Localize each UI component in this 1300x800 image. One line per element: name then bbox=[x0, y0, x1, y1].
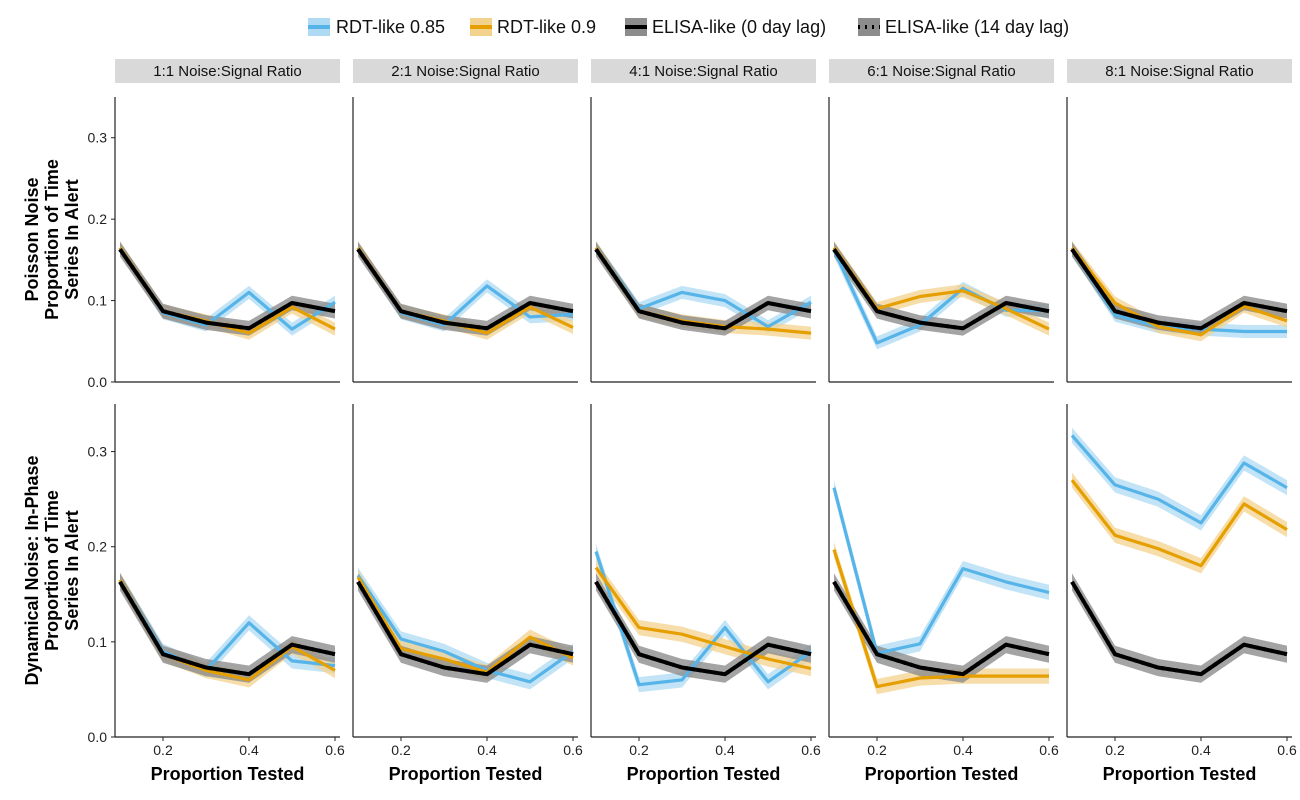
x-tick-label: 0.6 bbox=[325, 742, 345, 758]
x-axis-label: Proportion Tested bbox=[1103, 764, 1257, 784]
series-line bbox=[1070, 580, 1288, 677]
x-tick-label: 0.2 bbox=[1105, 742, 1125, 758]
row-label-line: Series In Alert bbox=[62, 510, 82, 630]
row-label-line: Poisson Noise bbox=[22, 177, 42, 301]
series-line bbox=[832, 487, 1050, 655]
series-line bbox=[1070, 479, 1288, 568]
panel: 0.2 0.4 0.6 Proportion Tested bbox=[590, 404, 821, 784]
x-tick-label: 0.2 bbox=[629, 742, 649, 758]
legend-key-ribbon bbox=[858, 18, 880, 36]
y-tick-label: 0.1 bbox=[88, 293, 108, 309]
panel bbox=[352, 97, 578, 383]
series-line bbox=[1070, 434, 1288, 525]
panel: 0.0 0.1 0.2 0.3 0.2 0.4 0.6 Proportion Tested bbox=[88, 404, 345, 784]
facet-strip: 2:1 Noise:Signal Ratio bbox=[353, 59, 578, 83]
series-line bbox=[356, 574, 574, 684]
x-tick-label: 0.4 bbox=[477, 742, 497, 758]
facet-strip: 4:1 Noise:Signal Ratio bbox=[591, 59, 816, 83]
series-line bbox=[832, 580, 1050, 677]
strip-label: 8:1 Noise:Signal Ratio bbox=[1105, 63, 1253, 80]
strip-background bbox=[353, 59, 578, 83]
x-axis-label: Proportion Tested bbox=[865, 764, 1019, 784]
row-label-line: Proportion of Time bbox=[42, 159, 62, 320]
series-line bbox=[1070, 246, 1288, 337]
series-line bbox=[832, 249, 1049, 345]
strip-background bbox=[829, 59, 1054, 83]
x-tick-label: 0.6 bbox=[1039, 742, 1059, 758]
y-tick-label: 0.0 bbox=[88, 374, 108, 390]
legend: RDT-like 0.85 RDT-like 0.9 ELISA-like (0 d… bbox=[308, 17, 1069, 37]
row-label: Poisson Noise Proportion of Time Series In… bbox=[22, 159, 82, 320]
row-label-line: Proportion of Time bbox=[42, 490, 62, 651]
series-line bbox=[832, 549, 1049, 689]
panel: 0.2 0.4 0.6 Proportion Tested bbox=[828, 404, 1059, 784]
strip-label: 1:1 Noise:Signal Ratio bbox=[153, 63, 301, 80]
y-tick-label: 0.3 bbox=[88, 444, 108, 460]
facet-strip: 6:1 Noise:Signal Ratio bbox=[829, 59, 1054, 83]
x-tick-label: 0.6 bbox=[801, 742, 821, 758]
y-tick-label: 0.3 bbox=[88, 130, 108, 146]
series-line bbox=[594, 248, 812, 331]
series-ribbon bbox=[1072, 472, 1287, 574]
strip-label: 4:1 Noise:Signal Ratio bbox=[629, 63, 777, 80]
y-tick-label: 0.2 bbox=[88, 211, 108, 227]
legend-entry: RDT-like 0.9 bbox=[470, 17, 596, 37]
row-label: Dynamical Noise: In-Phase Proportion of T… bbox=[22, 455, 82, 685]
x-tick-label: 0.4 bbox=[715, 742, 735, 758]
x-tick-label: 0.6 bbox=[563, 742, 583, 758]
x-tick-label: 0.4 bbox=[953, 742, 973, 758]
series-line bbox=[594, 580, 812, 677]
series-line bbox=[118, 580, 336, 677]
series-line bbox=[832, 248, 1050, 331]
strip-background bbox=[591, 59, 816, 83]
x-tick-label: 0.2 bbox=[391, 742, 411, 758]
y-tick-label: 0.2 bbox=[88, 539, 108, 555]
legend-entry: ELISA-like (0 day lag) bbox=[625, 17, 826, 37]
legend-label: RDT-like 0.9 bbox=[497, 17, 596, 37]
panel bbox=[1066, 97, 1292, 383]
facet-strip: 8:1 Noise:Signal Ratio bbox=[1067, 59, 1292, 83]
strip-label: 6:1 Noise:Signal Ratio bbox=[867, 63, 1015, 80]
series-line bbox=[356, 580, 574, 677]
series-line bbox=[356, 576, 574, 674]
y-tick-label: 0.1 bbox=[88, 634, 108, 650]
y-tick-label: 0.0 bbox=[88, 729, 108, 745]
x-axis-label: Proportion Tested bbox=[389, 764, 543, 784]
panel: 0.2 0.4 0.6 Proportion Tested bbox=[352, 404, 583, 784]
panel: 0.0 0.1 0.2 0.3 bbox=[88, 97, 340, 390]
x-tick-label: 0.2 bbox=[153, 742, 173, 758]
series-ribbon bbox=[1072, 573, 1287, 683]
series-ribbon bbox=[834, 542, 1049, 695]
x-tick-label: 0.4 bbox=[1191, 742, 1211, 758]
panel: 0.2 0.4 0.6 Proportion Tested bbox=[1066, 404, 1297, 784]
legend-entry: RDT-like 0.85 bbox=[308, 17, 445, 37]
row-label-line: Dynamical Noise: In-Phase bbox=[22, 455, 42, 685]
row-label-line: Series In Alert bbox=[62, 179, 82, 299]
panel bbox=[590, 97, 816, 383]
series-line bbox=[118, 248, 336, 331]
x-tick-label: 0.6 bbox=[1277, 742, 1297, 758]
x-tick-label: 0.4 bbox=[239, 742, 259, 758]
series-line bbox=[356, 248, 574, 331]
x-axis-label: Proportion Tested bbox=[151, 764, 305, 784]
legend-entry: ELISA-like (14 day lag) bbox=[858, 17, 1069, 37]
series-line bbox=[594, 566, 812, 671]
legend-label: ELISA-like (14 day lag) bbox=[885, 17, 1069, 37]
facet-strip: 1:1 Noise:Signal Ratio bbox=[115, 59, 340, 83]
panel bbox=[828, 97, 1054, 383]
x-axis-label: Proportion Tested bbox=[627, 764, 781, 784]
legend-label: ELISA-like (0 day lag) bbox=[652, 17, 826, 37]
series-line bbox=[1070, 248, 1288, 331]
strip-background bbox=[1067, 59, 1292, 83]
x-tick-label: 0.2 bbox=[867, 742, 887, 758]
strip-background bbox=[115, 59, 340, 83]
strip-label: 2:1 Noise:Signal Ratio bbox=[391, 63, 539, 80]
series-line bbox=[594, 551, 812, 687]
legend-label: RDT-like 0.85 bbox=[336, 17, 445, 37]
